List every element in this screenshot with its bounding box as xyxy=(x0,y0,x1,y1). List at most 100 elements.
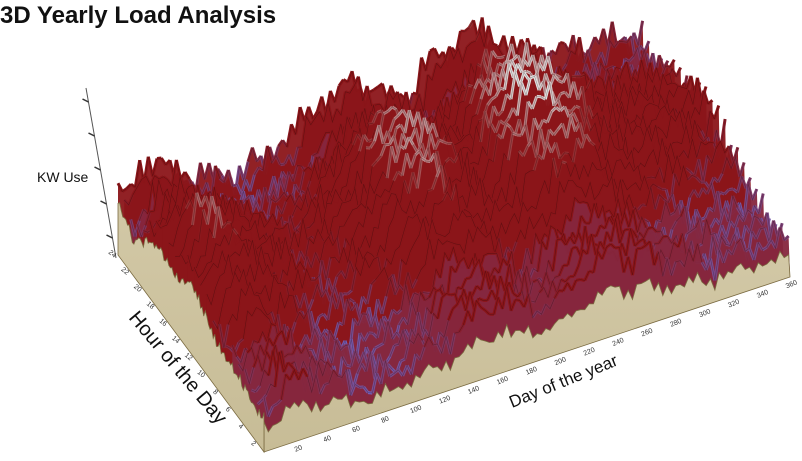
surface-segment xyxy=(459,99,465,105)
surface-segment xyxy=(548,81,556,107)
surface-segment xyxy=(463,161,471,188)
surface-segment xyxy=(495,44,503,55)
surface-segment xyxy=(285,253,294,276)
surface-segment xyxy=(332,144,340,178)
surface-segment xyxy=(302,166,310,173)
surface-segment xyxy=(465,41,473,49)
surface-segment xyxy=(422,117,431,135)
surface-segment xyxy=(371,111,379,124)
surface-segment xyxy=(279,237,287,260)
surface-segment xyxy=(346,237,354,263)
x-tick-label: 100 xyxy=(409,404,423,415)
surface-segment xyxy=(578,36,586,64)
surface-segment xyxy=(199,277,207,287)
surface-segment xyxy=(453,102,461,125)
surface-segment xyxy=(385,193,393,205)
surface-segment xyxy=(274,196,281,204)
surface-segment xyxy=(203,269,211,279)
surface-segment xyxy=(386,105,394,113)
surface-segment xyxy=(178,247,186,258)
surface-segment xyxy=(348,85,356,95)
surface-segment xyxy=(595,90,602,96)
surface-segment xyxy=(565,50,573,65)
surface-segment xyxy=(280,162,286,167)
surface-segment xyxy=(468,88,477,105)
surface-segment xyxy=(270,241,278,267)
surface-segment xyxy=(371,160,378,168)
surface-segment xyxy=(635,124,642,129)
surface-segment xyxy=(197,209,205,243)
surface-segment xyxy=(372,181,380,195)
surface-segment xyxy=(154,220,162,229)
surface-segment xyxy=(309,252,318,269)
surface-segment xyxy=(342,217,350,227)
surface-segment xyxy=(144,211,152,226)
surface-segment xyxy=(178,197,186,217)
surface-segment xyxy=(368,227,376,248)
surface-segment xyxy=(597,75,604,81)
surface-segment xyxy=(570,105,577,113)
surface-segment xyxy=(625,61,633,83)
surface-segment xyxy=(671,81,677,86)
surface-segment xyxy=(312,151,318,157)
surface-segment xyxy=(368,121,374,126)
surface-segment xyxy=(468,160,475,166)
surface-segment xyxy=(332,214,338,219)
surface-segment xyxy=(261,145,269,171)
surface-segment xyxy=(637,89,645,97)
surface-segment xyxy=(622,83,630,99)
surface-segment xyxy=(560,63,568,72)
surface-segment xyxy=(582,71,589,78)
surface-segment xyxy=(695,77,704,102)
surface-segment xyxy=(298,261,306,271)
surface-ridge-line xyxy=(193,81,719,279)
surface-segment xyxy=(572,81,580,101)
surface-segment xyxy=(695,123,703,132)
surface-segment xyxy=(642,49,651,70)
surface-segment xyxy=(213,165,222,179)
surface-segment xyxy=(524,77,532,96)
surface-segment xyxy=(216,206,224,229)
surface-segment xyxy=(584,116,593,132)
surface-segment xyxy=(195,255,203,269)
surface-segment xyxy=(334,172,342,182)
surface-segment xyxy=(500,93,509,112)
surface-segment xyxy=(490,50,498,59)
surface-segment xyxy=(245,199,253,217)
surface-segment xyxy=(127,194,135,206)
surface-segment xyxy=(152,179,161,212)
surface-segment xyxy=(602,114,610,132)
surface-segment xyxy=(525,69,532,75)
surface-segment xyxy=(170,159,178,187)
surface-segment xyxy=(186,254,194,272)
surface-segment xyxy=(229,250,237,257)
surface-segment xyxy=(138,208,146,222)
surface-segment xyxy=(456,91,464,105)
surface-segment xyxy=(403,109,411,134)
surface-segment xyxy=(451,177,458,184)
surface-segment xyxy=(479,110,487,143)
surface-segment xyxy=(425,159,431,164)
surface-segment xyxy=(693,119,701,137)
surface-segment xyxy=(691,77,699,105)
surface-segment xyxy=(522,71,530,80)
surface-segment xyxy=(161,223,168,229)
surface-segment xyxy=(509,59,517,69)
surface-ridge-line xyxy=(117,17,643,195)
x-tick-label: 80 xyxy=(380,415,390,424)
surface-segment xyxy=(628,55,635,63)
surface-segment xyxy=(146,181,154,215)
surface-segment xyxy=(533,75,541,91)
surface-segment xyxy=(234,200,242,217)
surface-segment xyxy=(178,176,186,194)
z-axis-label: KW Use xyxy=(37,169,89,185)
y-tick-label: 4 xyxy=(237,423,245,431)
surface-segment xyxy=(644,101,651,108)
surface-segment xyxy=(431,122,439,138)
surface-segment xyxy=(121,187,128,193)
surface-segment xyxy=(571,74,577,79)
surface-segment xyxy=(227,228,235,246)
surface-segment xyxy=(592,75,600,89)
surface-segment xyxy=(624,57,631,63)
surface-segment xyxy=(503,63,511,91)
